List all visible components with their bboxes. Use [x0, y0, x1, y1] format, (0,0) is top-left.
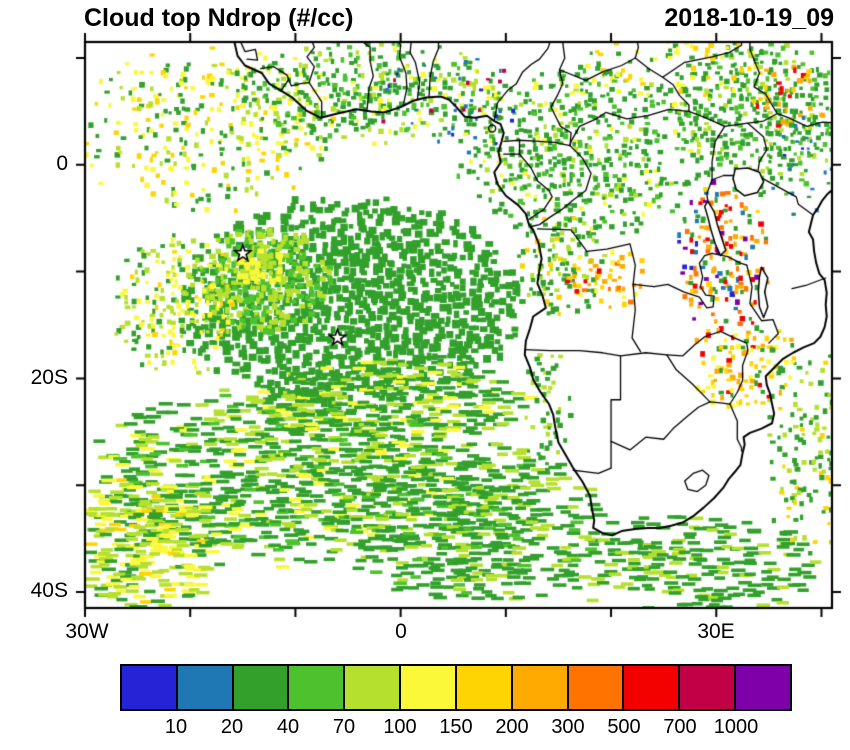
y-axis-label-0: 0: [56, 152, 68, 175]
colorbar-label: 700: [663, 716, 697, 738]
x-axis-label-0: 0: [395, 620, 407, 643]
colorbar: [120, 664, 792, 711]
x-axis-label-30w: 30W: [65, 620, 109, 643]
colorbar-cell: [120, 664, 178, 711]
colorbar-cell: [510, 664, 569, 711]
colorbar-cell: [734, 664, 792, 711]
colorbar-label: 100: [383, 716, 417, 738]
colorbar-labels: 10 20 40 70 100 150 200 300 500 700 1000: [120, 716, 792, 744]
colorbar-cell: [454, 664, 513, 711]
colorbar-label: 1000: [713, 716, 759, 738]
colorbar-label: 500: [607, 716, 641, 738]
plot-title: Cloud top Ndrop (#/cc): [84, 4, 354, 32]
y-axis-label-40s: 40S: [30, 579, 68, 602]
colorbar-cell: [399, 664, 457, 711]
colorbar-label: 20: [220, 716, 244, 738]
colorbar-label: 70: [332, 716, 356, 738]
y-axis-label-20s: 20S: [30, 366, 68, 389]
colorbar-cell: [231, 664, 290, 711]
colorbar-cell: [622, 664, 681, 711]
colorbar-cell: [566, 664, 625, 711]
colorbar-cell: [175, 664, 234, 711]
colorbar-cell: [678, 664, 737, 711]
colorbar-cell: [287, 664, 346, 711]
colorbar-label: 200: [495, 716, 529, 738]
colorbar-label: 10: [164, 716, 188, 738]
x-axis-label-30e: 30E: [697, 620, 735, 643]
colorbar-label: 300: [551, 716, 585, 738]
colorbar-label: 150: [439, 716, 473, 738]
plot-timestamp: 2018-10-19_09: [664, 4, 834, 32]
map-plot-canvas: [0, 0, 850, 650]
colorbar-label: 40: [276, 716, 300, 738]
colorbar-cell: [343, 664, 402, 711]
